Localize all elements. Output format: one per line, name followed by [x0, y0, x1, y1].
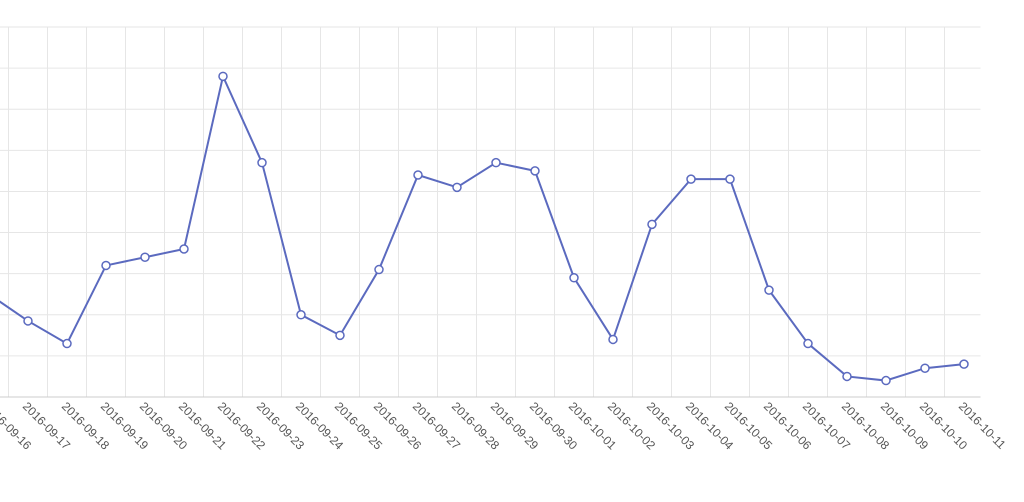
point: [491, 157, 501, 168]
line: [0, 73, 965, 382]
point: [218, 71, 228, 82]
point: [686, 174, 696, 184]
point: [803, 338, 813, 349]
point: [881, 375, 891, 386]
point: [608, 334, 618, 345]
point: [569, 273, 579, 283]
point: [530, 166, 540, 176]
point: [257, 157, 267, 168]
point: [23, 316, 33, 326]
point: [920, 363, 930, 373]
point: [413, 170, 423, 180]
point: [764, 285, 774, 295]
point: [101, 260, 111, 271]
point: [647, 219, 657, 230]
point: [842, 371, 852, 382]
point: [452, 182, 462, 193]
point: [374, 264, 384, 275]
point: [296, 310, 306, 320]
point: [179, 244, 189, 254]
point: [725, 174, 735, 184]
point: [959, 359, 969, 369]
point: [62, 338, 72, 349]
point: [140, 252, 150, 262]
point: [335, 330, 345, 341]
